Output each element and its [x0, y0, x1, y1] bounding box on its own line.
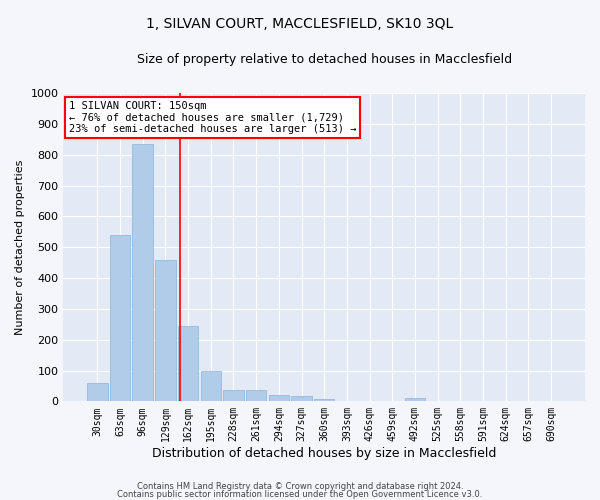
- Bar: [292, 396, 312, 402]
- Bar: [223, 390, 244, 402]
- Bar: [246, 390, 266, 402]
- Bar: [269, 395, 289, 402]
- Bar: [405, 398, 425, 402]
- Y-axis label: Number of detached properties: Number of detached properties: [15, 160, 25, 335]
- Bar: [87, 384, 107, 402]
- Bar: [178, 326, 198, 402]
- Bar: [110, 236, 130, 402]
- Text: 1 SILVAN COURT: 150sqm
← 76% of detached houses are smaller (1,729)
23% of semi-: 1 SILVAN COURT: 150sqm ← 76% of detached…: [68, 101, 356, 134]
- Bar: [133, 144, 153, 402]
- Title: Size of property relative to detached houses in Macclesfield: Size of property relative to detached ho…: [137, 52, 512, 66]
- Bar: [200, 372, 221, 402]
- Text: 1, SILVAN COURT, MACCLESFIELD, SK10 3QL: 1, SILVAN COURT, MACCLESFIELD, SK10 3QL: [146, 18, 454, 32]
- Bar: [155, 260, 176, 402]
- Bar: [314, 399, 334, 402]
- X-axis label: Distribution of detached houses by size in Macclesfield: Distribution of detached houses by size …: [152, 447, 496, 460]
- Text: Contains HM Land Registry data © Crown copyright and database right 2024.: Contains HM Land Registry data © Crown c…: [137, 482, 463, 491]
- Text: Contains public sector information licensed under the Open Government Licence v3: Contains public sector information licen…: [118, 490, 482, 499]
